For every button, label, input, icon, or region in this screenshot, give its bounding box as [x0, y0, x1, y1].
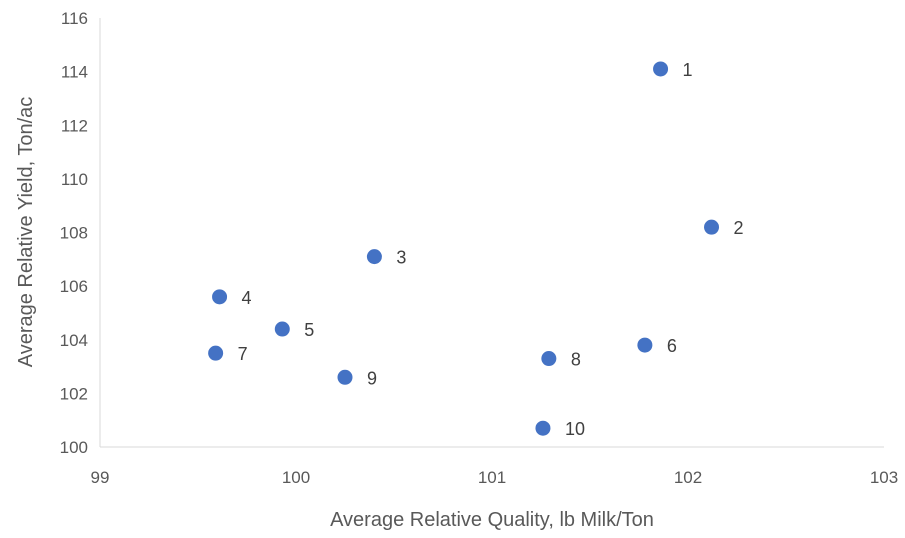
x-tick-labels: 99 100 101 102 103 — [91, 468, 899, 487]
x-tick-label: 99 — [91, 468, 110, 487]
y-tick-label: 116 — [61, 9, 88, 28]
data-point — [337, 369, 353, 385]
data-point-label: 4 — [242, 288, 252, 308]
data-point — [274, 321, 290, 337]
data-point-label: 5 — [304, 320, 314, 340]
x-axis-title: Average Relative Quality, lb Milk/Ton — [330, 509, 654, 531]
y-tick-label: 104 — [60, 331, 88, 350]
data-point — [212, 289, 228, 305]
data-point — [704, 219, 720, 235]
data-point-label: 8 — [571, 350, 581, 370]
x-tick-label: 100 — [282, 468, 310, 487]
data-point-label: 9 — [367, 368, 377, 388]
data-point-label: 10 — [565, 419, 585, 439]
data-point — [541, 351, 557, 367]
y-tick-label: 110 — [61, 170, 88, 189]
y-tick-labels: 100 102 104 106 108 110 112 114 116 — [60, 9, 88, 457]
data-point — [637, 337, 653, 353]
data-point — [366, 249, 382, 265]
data-point-label: 3 — [396, 248, 406, 268]
data-point-label: 6 — [667, 336, 677, 356]
data-points — [208, 61, 720, 436]
y-tick-label: 102 — [60, 384, 88, 403]
y-tick-label: 100 — [60, 438, 88, 457]
data-point-label: 1 — [683, 60, 693, 80]
data-point-label: 2 — [734, 218, 744, 238]
data-point — [535, 420, 551, 436]
y-axis-title: Average Relative Yield, Ton/ac — [15, 97, 37, 368]
y-tick-label: 114 — [61, 63, 88, 82]
y-tick-label: 106 — [60, 277, 88, 296]
y-tick-label: 108 — [60, 224, 88, 243]
data-point — [653, 61, 669, 77]
x-tick-label: 101 — [478, 468, 506, 487]
y-tick-label: 112 — [61, 116, 88, 135]
data-point-label: 7 — [238, 344, 248, 364]
x-tick-label: 103 — [870, 468, 898, 487]
x-tick-label: 102 — [674, 468, 702, 487]
data-point — [208, 345, 224, 361]
data-point-labels: 1 2 3 4 5 6 7 8 9 10 — [238, 60, 744, 439]
